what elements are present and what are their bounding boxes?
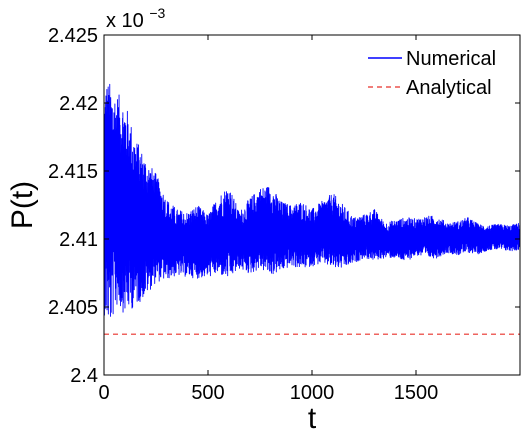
y-axis-label: P(t) <box>6 181 39 229</box>
plot-area <box>104 35 520 375</box>
y-scale-factor: x 10 −3 <box>106 5 166 32</box>
y-tick-label: 2.425 <box>48 25 98 47</box>
x-tick-label: 0 <box>98 382 109 404</box>
series-numerical-line <box>103 83 521 317</box>
y-tick-label: 2.415 <box>48 161 98 183</box>
x-axis-label: t <box>308 402 317 435</box>
x-tick-label: 500 <box>191 382 224 404</box>
labels-layer: x 10 −3 t P(t) <box>6 5 317 435</box>
x-tick-label: 1000 <box>290 382 335 404</box>
y-tick-label: 2.42 <box>59 93 98 115</box>
y-tick-label: 2.4 <box>70 365 98 387</box>
ticks-layer: 0 500 1000 1500 2.4 2.405 2.41 2.415 2.42 2.425 <box>48 25 520 404</box>
y-scale-prefix: x 10 <box>106 10 144 32</box>
y-tick-label: 2.41 <box>59 229 98 251</box>
legend-label-analytical: Analytical <box>406 77 492 99</box>
legend-label-numerical: Numerical <box>406 48 496 70</box>
legend: Numerical Analytical <box>368 48 496 99</box>
y-scale-exponent: −3 <box>149 5 165 21</box>
series-layer <box>103 83 521 335</box>
x-tick-label: 1500 <box>394 382 439 404</box>
y-tick-label: 2.405 <box>48 297 98 319</box>
